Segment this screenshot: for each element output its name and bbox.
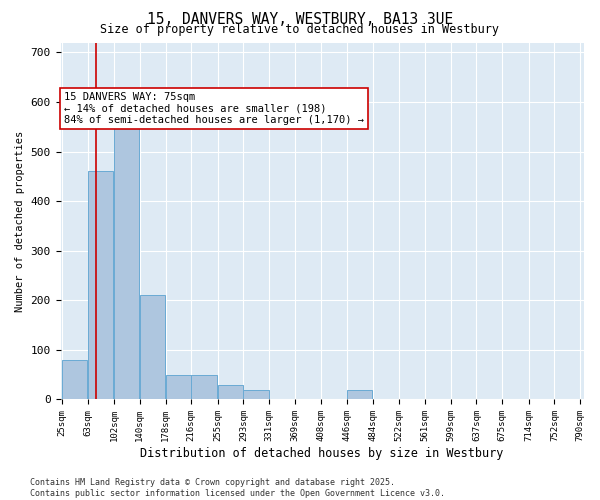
Y-axis label: Number of detached properties: Number of detached properties xyxy=(15,130,25,312)
Text: 15 DANVERS WAY: 75sqm
← 14% of detached houses are smaller (198)
84% of semi-det: 15 DANVERS WAY: 75sqm ← 14% of detached … xyxy=(64,92,364,126)
Bar xyxy=(140,296,165,400)
Text: Contains HM Land Registry data © Crown copyright and database right 2025.
Contai: Contains HM Land Registry data © Crown c… xyxy=(30,478,445,498)
Bar xyxy=(166,374,191,400)
Bar xyxy=(88,172,113,400)
Text: Size of property relative to detached houses in Westbury: Size of property relative to detached ho… xyxy=(101,22,499,36)
Bar xyxy=(218,384,243,400)
Bar xyxy=(347,390,373,400)
Text: 15, DANVERS WAY, WESTBURY, BA13 3UE: 15, DANVERS WAY, WESTBURY, BA13 3UE xyxy=(147,12,453,28)
X-axis label: Distribution of detached houses by size in Westbury: Distribution of detached houses by size … xyxy=(140,447,504,460)
Bar xyxy=(244,390,269,400)
Bar xyxy=(62,360,87,400)
Bar xyxy=(114,117,139,400)
Bar xyxy=(191,374,217,400)
